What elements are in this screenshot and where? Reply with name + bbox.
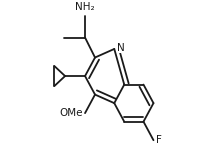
Text: F: F: [156, 135, 162, 145]
Text: OMe: OMe: [59, 108, 83, 118]
Text: NH₂: NH₂: [75, 2, 95, 12]
Text: N: N: [117, 43, 125, 52]
